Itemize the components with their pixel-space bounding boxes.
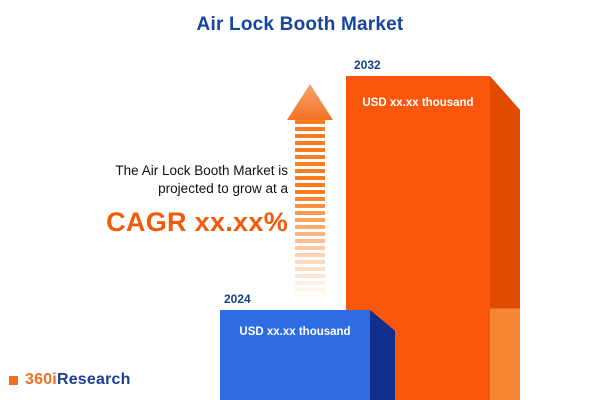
logo-text: 360iResearch	[25, 371, 131, 389]
bar-2024-year-label: 2024	[224, 292, 251, 306]
bar-2032-year-label: 2032	[354, 58, 381, 72]
arrow-head-icon	[287, 84, 333, 120]
description-line-2: projected to grow at a	[158, 181, 288, 196]
logo-part-research: Research	[56, 371, 131, 388]
description-block: The Air Lock Booth Market is projected t…	[20, 162, 288, 238]
bar-2032-value-label: USD xx.xx thousand	[362, 97, 474, 109]
logo-part-360i: 360i	[25, 371, 57, 388]
page-title: Air Lock Booth Market	[196, 14, 404, 35]
growth-arrow-icon	[287, 84, 333, 300]
logo-square-icon	[9, 375, 18, 385]
bar-2024: USD xx.xx thousand	[220, 310, 370, 400]
arrow-shaft-icon	[295, 120, 325, 300]
brand-logo: 360iResearch	[9, 371, 131, 389]
bar-2032-side-face	[490, 76, 520, 400]
bar-2024-value-label: USD xx.xx thousand	[239, 326, 351, 338]
description-line-1: The Air Lock Booth Market is	[115, 163, 288, 178]
cagr-value: CAGR xx.xx%	[106, 207, 288, 237]
